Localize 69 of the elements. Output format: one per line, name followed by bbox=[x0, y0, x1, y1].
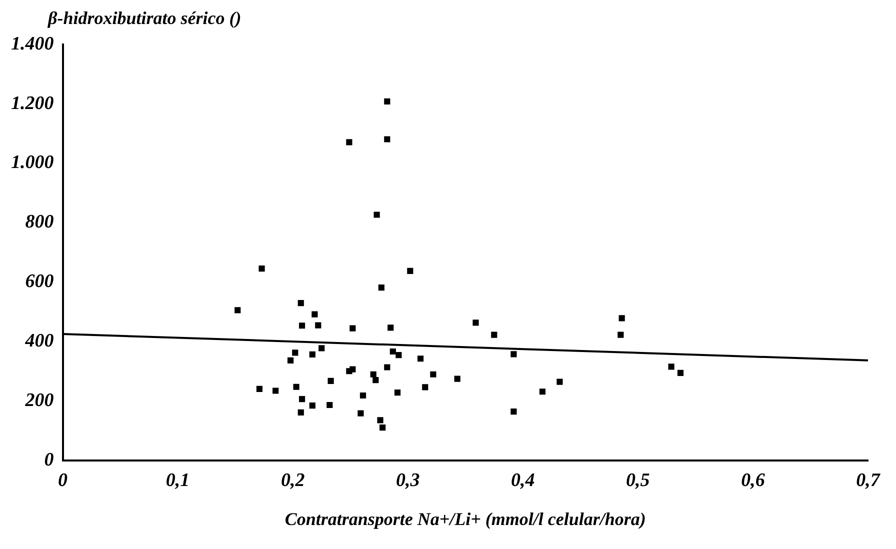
point bbox=[298, 300, 304, 306]
x-tick-label: 0,2 bbox=[280, 470, 306, 491]
point bbox=[292, 350, 298, 356]
point bbox=[298, 409, 304, 416]
point bbox=[510, 351, 517, 358]
point bbox=[358, 410, 364, 416]
point bbox=[326, 402, 333, 408]
point bbox=[390, 348, 396, 355]
point bbox=[309, 402, 316, 409]
point bbox=[454, 376, 460, 382]
point bbox=[312, 311, 318, 318]
point bbox=[258, 266, 265, 272]
point bbox=[378, 284, 384, 291]
point bbox=[328, 378, 334, 384]
point bbox=[491, 332, 498, 338]
point bbox=[384, 136, 390, 142]
y-tick-label: 1.400 bbox=[11, 33, 54, 54]
point bbox=[422, 384, 428, 390]
x-tick-label: 0,4 bbox=[511, 470, 535, 491]
point bbox=[396, 352, 402, 358]
y-tick-label: 800 bbox=[25, 212, 54, 233]
point bbox=[293, 384, 300, 390]
y-tick-label: 400 bbox=[24, 330, 54, 352]
point bbox=[309, 351, 316, 358]
point bbox=[350, 366, 356, 372]
point bbox=[384, 364, 390, 370]
point bbox=[350, 325, 356, 332]
point bbox=[374, 212, 380, 218]
x-axis-title: Contratransporte Na+/Li+ (mmol/l celular/hora) bbox=[284, 508, 646, 529]
point bbox=[388, 324, 394, 331]
point bbox=[677, 370, 684, 376]
point bbox=[272, 388, 279, 394]
point bbox=[417, 356, 424, 362]
point bbox=[346, 139, 352, 146]
point bbox=[318, 345, 325, 352]
point bbox=[407, 268, 414, 274]
point bbox=[384, 98, 390, 105]
point bbox=[234, 307, 241, 314]
y-tick-label: 200 bbox=[24, 390, 54, 412]
point bbox=[287, 357, 294, 364]
y-axis-title: β-hidroxibutirato sérico () bbox=[48, 8, 242, 30]
point bbox=[315, 322, 322, 328]
point bbox=[377, 417, 384, 424]
point bbox=[430, 371, 436, 378]
point bbox=[618, 332, 624, 338]
y-tick-label: 600 bbox=[25, 271, 54, 292]
y-tick-label: 1.200 bbox=[11, 92, 54, 114]
point bbox=[360, 392, 366, 399]
point bbox=[256, 386, 263, 392]
point bbox=[394, 389, 401, 396]
point bbox=[380, 424, 386, 431]
x-tick-label: 0,3 bbox=[396, 470, 420, 491]
point bbox=[618, 315, 625, 322]
point bbox=[298, 322, 306, 329]
x-tick-label: 0 bbox=[58, 470, 68, 491]
x-tick-label: 0,5 bbox=[626, 470, 650, 491]
x-tick-label: 0,1 bbox=[166, 470, 190, 491]
point bbox=[668, 364, 674, 370]
point bbox=[510, 408, 517, 415]
point bbox=[472, 320, 479, 326]
y-tick-label: 0 bbox=[44, 450, 54, 471]
point bbox=[556, 378, 563, 385]
x-tick-label: 0,7 bbox=[856, 470, 882, 491]
point bbox=[539, 388, 546, 395]
x-tick-label: 0,6 bbox=[741, 470, 766, 491]
point bbox=[372, 376, 379, 384]
point bbox=[298, 396, 306, 402]
y-tick-label: 1.000 bbox=[11, 152, 54, 174]
point bbox=[370, 371, 376, 378]
